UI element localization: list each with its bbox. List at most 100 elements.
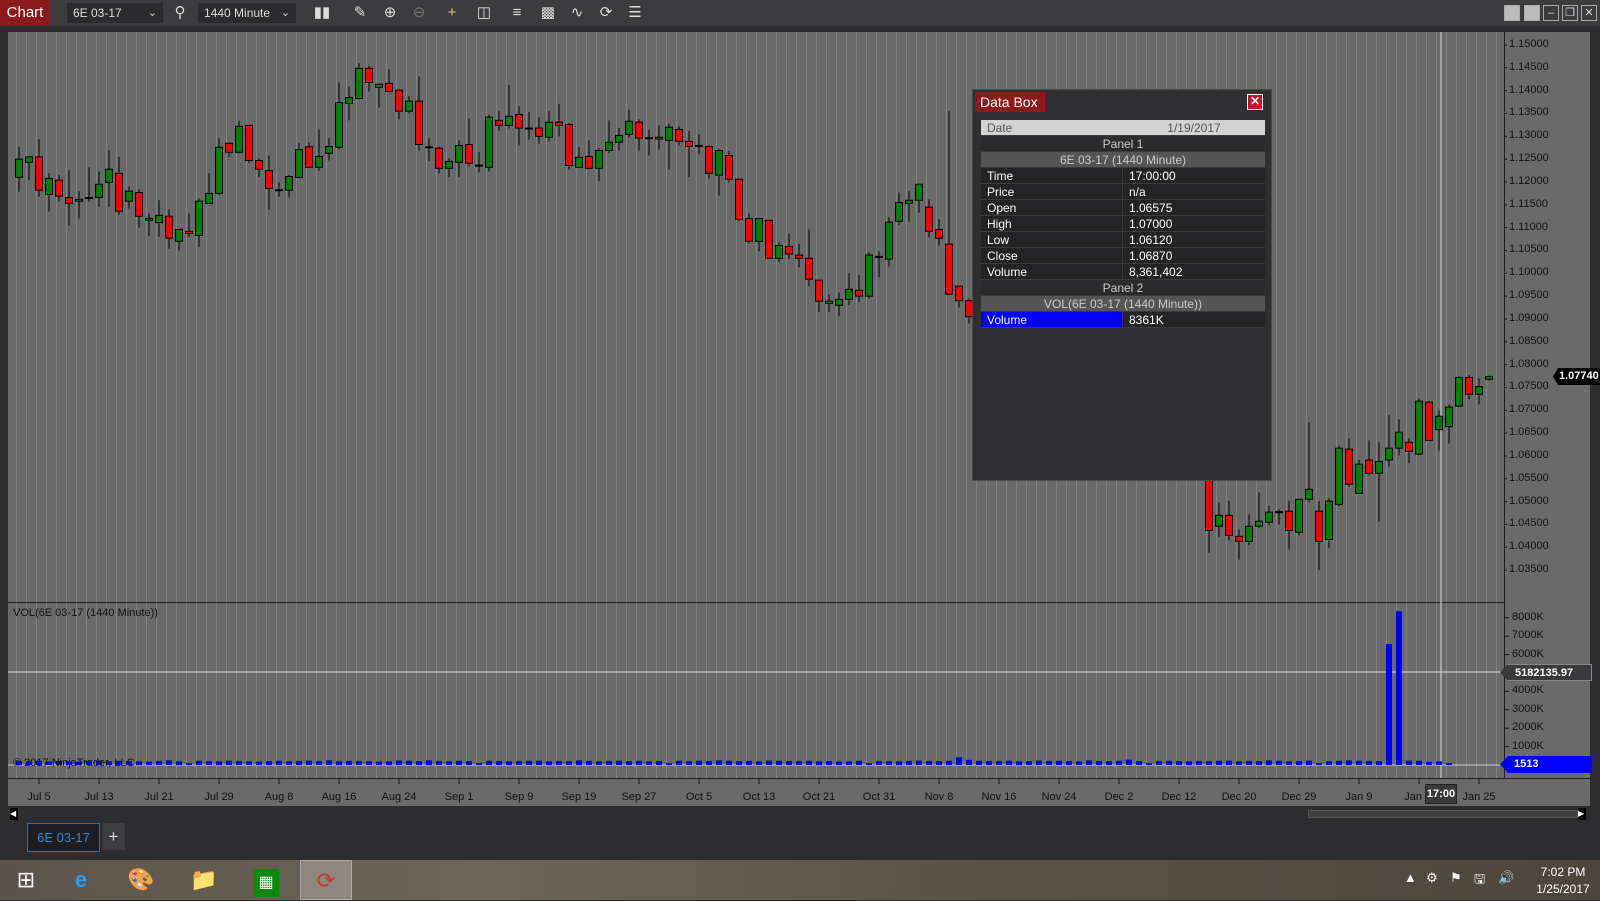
x-tick-label: Jul 13 <box>84 791 114 803</box>
volume-tick-label: 4000K <box>1512 684 1544 697</box>
panel2-header: Panel 2 <box>981 280 1265 296</box>
y-tick-label: 1.15000 <box>1509 38 1549 50</box>
flag-icon[interactable]: ⚑ <box>1450 870 1462 885</box>
data-row-open: Open 1.06575 <box>981 200 1265 216</box>
y-axis[interactable] <box>1504 32 1590 778</box>
price-panel[interactable] <box>8 32 1504 602</box>
y-tick-label: 1.08000 <box>1509 357 1549 370</box>
y-tick-label: 1.11500 <box>1509 197 1548 210</box>
reload-icon[interactable]: ⟳ <box>599 4 613 21</box>
bar-type-icon[interactable]: ▮▮ <box>313 4 331 21</box>
y-tick-label: 1.13000 <box>1509 129 1549 142</box>
chart-toolbar: Chart 6E 03-17 ⌄ ⚲ 1440 Minute ⌄ ▮▮ ✎ ⊕ ⊖ … <box>0 0 1600 26</box>
ninjatrader-icon[interactable]: ⟳ <box>300 860 352 900</box>
volume-panel[interactable] <box>8 602 1504 778</box>
window-tile-button-2[interactable] <box>1524 5 1540 21</box>
zoom-out-icon[interactable]: ⊖ <box>412 4 426 21</box>
scrollbar-thumb[interactable] <box>1308 810 1578 818</box>
templates-icon[interactable]: ▩ <box>540 4 556 21</box>
row-value: 8,361,402 <box>1129 265 1183 279</box>
row-label: Price <box>981 184 1123 199</box>
x-tick-label: Sep 19 <box>561 791 597 803</box>
search-icon[interactable]: ⚲ <box>174 4 186 21</box>
y-tick-label: 1.07000 <box>1509 403 1549 416</box>
add-tab-button[interactable]: + <box>102 823 125 850</box>
y-tick-label: 1.07500 <box>1509 380 1549 393</box>
instrument-select[interactable]: 6E 03-17 ⌄ <box>67 3 163 23</box>
sync-icon[interactable]: ⚙ <box>1426 870 1438 885</box>
file-explorer-icon[interactable]: 📁 <box>190 867 218 892</box>
y-tick-label: 1.13500 <box>1509 106 1549 119</box>
panel2-series: VOL(6E 03-17 (1440 Minute)) <box>981 296 1265 312</box>
last-price-marker: 1.07740 <box>1553 368 1600 385</box>
paint-icon[interactable]: 🎨 <box>127 867 155 892</box>
x-tick-label: Dec 12 <box>1161 791 1197 803</box>
strategy-icon[interactable]: ≡ <box>512 4 522 21</box>
x-tick-label: Jan 9 <box>1345 791 1373 803</box>
windows-taskbar: ⊞ e 🎨 📁 ▦ ⟳ ▲ ⚙ ⚑ 🖫 🔊 7:02 PM 1/25/2017 <box>0 860 1600 900</box>
y-tick-label: 1.09000 <box>1509 311 1549 324</box>
x-tick-label: Aug 24 <box>381 791 417 803</box>
copyright-text: © 2017 NinjaTrader, LLC <box>13 757 135 769</box>
data-row-time: Time 17:00:00 <box>981 168 1265 184</box>
y-tick-label: 1.14500 <box>1509 60 1549 73</box>
data-row-low: Low 1.06120 <box>981 232 1265 248</box>
x-axis[interactable] <box>8 778 1590 806</box>
row-label: Low <box>981 232 1123 247</box>
x-tick-label: Nov 16 <box>981 791 1017 803</box>
indicators-icon[interactable]: ∿ <box>570 4 584 21</box>
x-tick-label: Dec 29 <box>1281 791 1317 803</box>
minimize-button[interactable]: – <box>1543 5 1559 21</box>
data-box-window[interactable]: Data Box ✕ Date 1/19/2017 Panel 1 6E 03-1… <box>972 89 1272 481</box>
date-value: 1/19/2017 <box>1167 121 1221 135</box>
chart-window-tab[interactable]: Chart <box>0 0 50 26</box>
row-value: n/a <box>1129 185 1146 199</box>
pencil-icon[interactable]: ✎ <box>353 4 367 21</box>
volume-tick-label: 3000K <box>1512 702 1544 715</box>
y-tick-label: 1.03500 <box>1509 563 1549 576</box>
list-icon[interactable]: ☰ <box>628 4 642 21</box>
calculator-icon[interactable]: ▦ <box>240 860 292 900</box>
chart-tab-bar <box>0 822 1600 860</box>
volume-tick-label: 7000K <box>1512 629 1544 642</box>
crosshair-icon[interactable]: + <box>447 4 457 21</box>
data-row-price: Price n/a <box>981 184 1265 200</box>
row-label: Time <box>981 168 1123 183</box>
restore-button[interactable]: ❐ <box>1562 5 1578 21</box>
x-tick-label: Dec 20 <box>1221 791 1257 803</box>
row-value: 1.06870 <box>1129 249 1173 263</box>
row-value: 1.06120 <box>1129 233 1173 247</box>
data-row-volume: Volume 8,361,402 <box>981 264 1265 280</box>
properties-icon[interactable]: ◫ <box>476 4 492 21</box>
scroll-right-icon[interactable]: ▶ <box>1578 808 1586 820</box>
clock-date[interactable]: 1/25/2017 <box>1536 882 1590 896</box>
y-tick-label: 1.06000 <box>1509 448 1549 461</box>
interval-select[interactable]: 1440 Minute ⌄ <box>198 3 296 23</box>
window-tile-button[interactable] <box>1504 5 1520 21</box>
tray-expand-icon[interactable]: ▲ <box>1404 870 1417 885</box>
x-tick-label: Nov 8 <box>924 791 954 803</box>
row-label: Open <box>981 200 1123 215</box>
clock-time[interactable]: 7:02 PM <box>1540 865 1586 879</box>
close-data-box-button[interactable]: ✕ <box>1247 94 1263 110</box>
network-icon[interactable]: 🖫 <box>1474 871 1486 886</box>
x-tick-label: Oct 5 <box>685 791 713 803</box>
x-tick-label: Sep 27 <box>621 791 657 803</box>
horizontal-scrollbar[interactable]: ◀ ▶ <box>8 807 1590 821</box>
y-tick-label: 1.04500 <box>1509 517 1549 530</box>
scroll-left-icon[interactable]: ◀ <box>10 808 18 820</box>
zoom-in-icon[interactable]: ⊕ <box>383 4 397 21</box>
crosshair-value-marker: 5182135.97 <box>1500 664 1592 681</box>
volume-value: 8361K <box>1129 313 1164 327</box>
close-window-button[interactable]: ✕ <box>1581 5 1597 21</box>
volume-icon[interactable]: 🔊 <box>1498 870 1515 885</box>
windows-start-icon[interactable]: ⊞ <box>16 867 36 892</box>
y-tick-label: 1.06500 <box>1509 426 1549 439</box>
date-label: Date <box>987 121 1013 135</box>
row-label: Close <box>981 248 1123 263</box>
x-tick-label: Sep 9 <box>504 791 534 803</box>
x-tick-label: Dec 2 <box>1104 791 1134 803</box>
internet-explorer-icon[interactable]: e <box>74 867 88 892</box>
y-tick-label: 1.05500 <box>1509 471 1549 484</box>
tab-6e-03-17[interactable]: 6E 03-17 <box>27 823 100 852</box>
